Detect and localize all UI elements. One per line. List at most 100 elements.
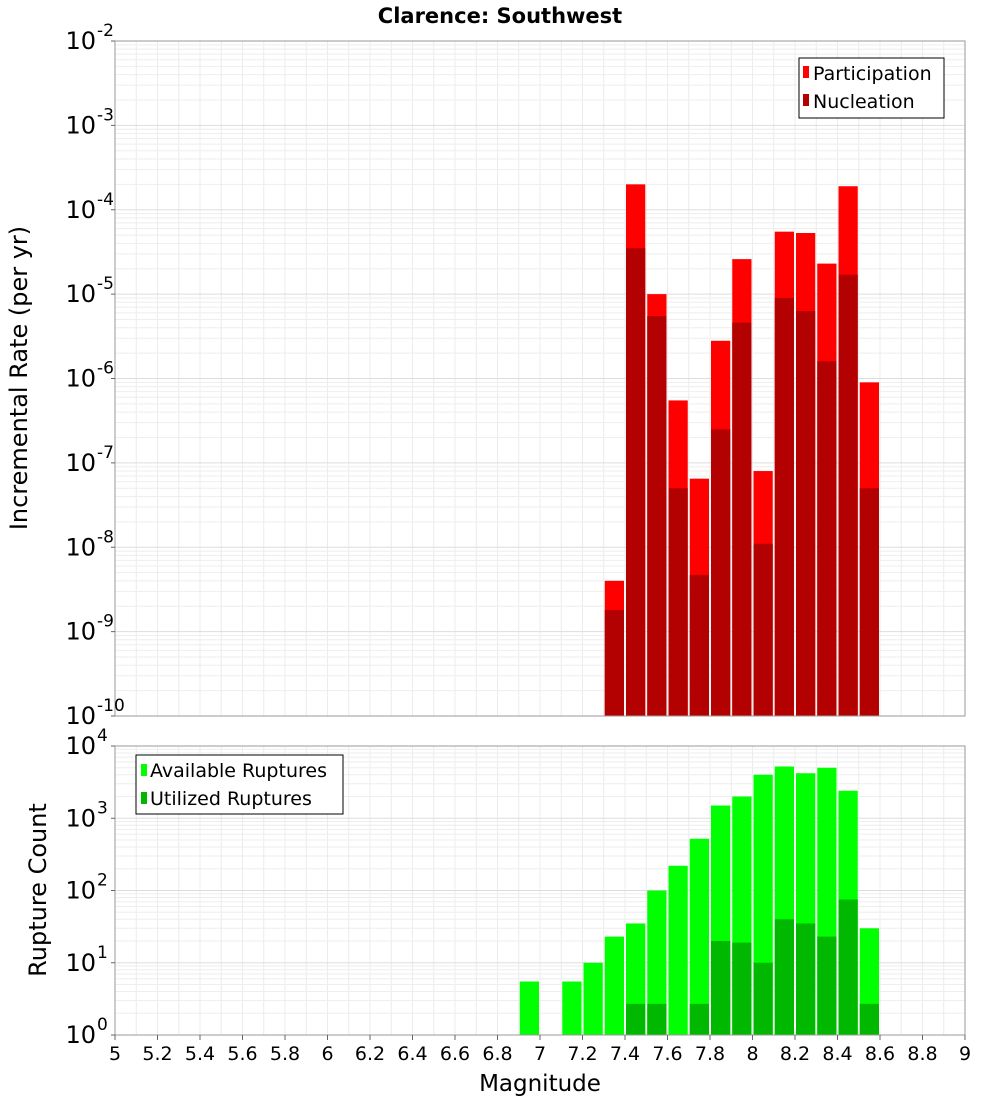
- y-tick-exponent: -3: [97, 105, 114, 125]
- top-y-axis-label: Incremental Rate (per yr): [5, 226, 33, 530]
- top-plot-gridlines: [115, 41, 966, 717]
- bar-utilized-ruptures: [796, 923, 816, 1035]
- x-tick-label: 6: [321, 1043, 333, 1065]
- bar-nucleation: [774, 297, 794, 716]
- x-axis-label: Magnitude: [479, 1071, 601, 1097]
- bar-utilized-ruptures: [859, 1003, 879, 1035]
- bar-nucleation: [668, 488, 688, 716]
- y-tick-exponent: -4: [97, 190, 114, 210]
- y-tick-exponent: -5: [97, 274, 114, 294]
- y-tick-exponent: 2: [97, 871, 108, 891]
- y-tick-label: 10: [65, 732, 96, 760]
- x-tick-label: 5.8: [270, 1043, 300, 1065]
- y-tick-label: 10: [65, 1021, 96, 1049]
- x-tick-label: 5.2: [142, 1043, 172, 1065]
- bar-utilized-ruptures: [732, 942, 752, 1035]
- top-plot-bars: [604, 184, 879, 717]
- bar-utilized-ruptures: [774, 919, 794, 1035]
- y-tick-exponent: -9: [97, 612, 114, 632]
- bar-available-ruptures: [689, 838, 709, 1035]
- bar-utilized-ruptures: [753, 962, 773, 1035]
- x-tick-label: 5.4: [185, 1043, 215, 1065]
- bar-nucleation: [689, 574, 709, 716]
- x-tick-label: 8.4: [822, 1043, 852, 1065]
- bar-nucleation: [859, 488, 879, 716]
- y-tick-label: 10: [65, 27, 96, 55]
- chart-title: Clarence: Southwest: [378, 4, 622, 28]
- y-tick-label: 10: [65, 618, 96, 646]
- bar-utilized-ruptures: [647, 1003, 667, 1035]
- legend-swatch-nucleation: [803, 94, 809, 106]
- x-tick-label: 9: [959, 1043, 971, 1065]
- bar-nucleation: [711, 429, 731, 716]
- legend-label-available: Available Ruptures: [150, 760, 327, 782]
- y-tick-label: 10: [65, 280, 96, 308]
- x-tick-label: 7.8: [695, 1043, 725, 1065]
- y-tick-label: 10: [65, 449, 96, 477]
- bottom-plot-bars: [519, 766, 879, 1035]
- bar-nucleation: [732, 322, 752, 716]
- bar-utilized-ruptures: [711, 941, 731, 1035]
- bottom-y-axis-label: Rupture Count: [24, 803, 52, 977]
- y-tick-exponent: 3: [97, 798, 108, 818]
- y-tick-label: 10: [65, 111, 96, 139]
- top-legend: Participation Nucleation: [798, 57, 945, 119]
- y-tick-label: 10: [65, 804, 96, 832]
- x-tick-label: 6.2: [355, 1043, 385, 1065]
- y-tick-label: 10: [65, 949, 96, 977]
- y-tick-exponent: -2: [97, 21, 114, 41]
- y-tick-label: 10: [65, 877, 96, 905]
- x-tick-label: 5: [109, 1043, 121, 1065]
- bar-available-ruptures: [604, 936, 624, 1035]
- x-tick-label: 7.6: [652, 1043, 682, 1065]
- legend-label-participation: Participation: [813, 63, 932, 85]
- x-tick-label: 6.8: [482, 1043, 512, 1065]
- x-tick-label: 6.6: [440, 1043, 470, 1065]
- top-legend-box: [798, 57, 945, 119]
- bar-nucleation: [647, 316, 667, 716]
- bar-available-ruptures: [583, 962, 603, 1035]
- y-tick-label: 10: [65, 533, 96, 561]
- bar-utilized-ruptures: [689, 1003, 709, 1035]
- y-tick-exponent: -6: [97, 359, 114, 379]
- bottom-legend-box: [135, 754, 344, 815]
- y-tick-label: 10: [65, 196, 96, 224]
- x-tick-label: 7.4: [610, 1043, 640, 1065]
- bar-nucleation: [753, 543, 773, 716]
- x-tick-label: 5.6: [227, 1043, 257, 1065]
- y-tick-exponent: 0: [97, 1015, 108, 1035]
- bar-nucleation: [796, 311, 816, 716]
- bar-utilized-ruptures: [817, 936, 837, 1035]
- y-tick-exponent: 4: [97, 726, 108, 746]
- y-tick-exponent: -10: [97, 696, 125, 716]
- y-tick-exponent: 1: [97, 943, 108, 963]
- bar-available-ruptures: [519, 981, 539, 1035]
- y-tick-label: 10: [65, 365, 96, 393]
- bar-nucleation: [604, 610, 624, 716]
- y-tick-exponent: -8: [97, 527, 114, 547]
- bar-available-ruptures: [562, 981, 582, 1035]
- x-tick-label: 7: [534, 1043, 546, 1065]
- x-tick-label: 6.4: [397, 1043, 427, 1065]
- x-tick-label: 8.6: [865, 1043, 895, 1065]
- x-axis-ticks: 5 5.2 5.4 5.6 5.8 6 6.2 6.4 6.6 6.8 7 7.2 7.4 7.6 7.8 8…: [109, 1035, 971, 1065]
- bar-nucleation: [817, 361, 837, 716]
- x-tick-label: 8.2: [780, 1043, 810, 1065]
- bar-utilized-ruptures: [626, 1003, 646, 1035]
- legend-label-utilized: Utilized Ruptures: [150, 788, 312, 810]
- x-tick-label: 8: [746, 1043, 758, 1065]
- y-tick-exponent: -7: [97, 443, 114, 463]
- legend-label-nucleation: Nucleation: [813, 91, 915, 113]
- bar-nucleation: [838, 274, 858, 716]
- legend-swatch-available: [141, 764, 147, 776]
- legend-swatch-participation: [803, 66, 809, 78]
- bottom-legend: Available Ruptures Utilized Ruptures: [135, 754, 344, 815]
- bar-available-ruptures: [647, 890, 667, 1035]
- legend-swatch-utilized: [141, 792, 147, 804]
- x-tick-label: 7.2: [567, 1043, 597, 1065]
- y-tick-label: 10: [65, 702, 96, 730]
